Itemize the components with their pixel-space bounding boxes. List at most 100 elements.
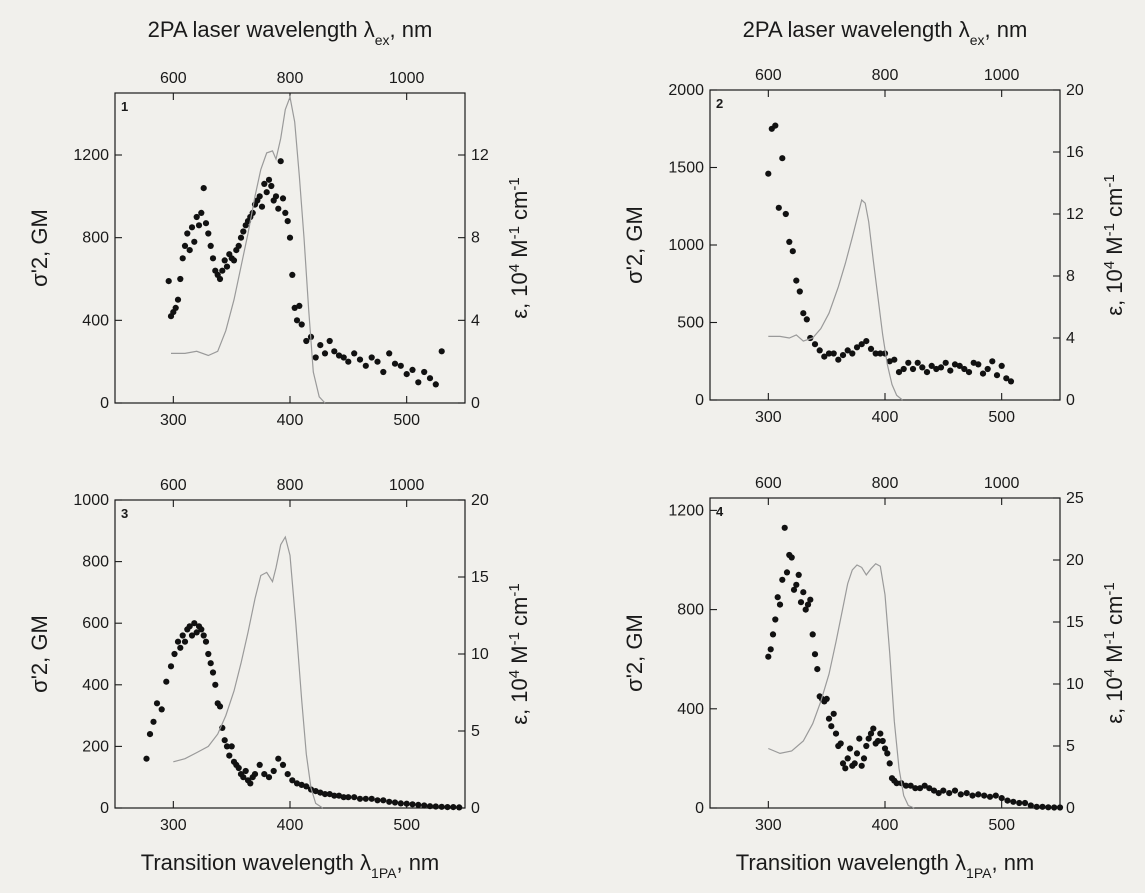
data-point	[809, 631, 816, 638]
data-point	[177, 644, 184, 651]
data-point	[293, 780, 301, 787]
data-point	[146, 731, 154, 738]
right-axis-label: ε, 104 M-1 cm-1	[1101, 582, 1128, 723]
data-point	[235, 242, 242, 249]
data-point	[900, 365, 907, 373]
data-point	[1027, 802, 1034, 809]
data-point	[856, 735, 863, 742]
data-point	[830, 710, 837, 717]
left-tick-label: 1200	[73, 147, 109, 164]
data-point	[261, 771, 268, 778]
data-point	[839, 760, 847, 767]
data-point	[895, 369, 903, 376]
bottom-tick-label: 400	[872, 409, 899, 426]
data-point	[844, 347, 851, 354]
top-axis-title-right: 2PA laser wavelength λex, nm	[743, 17, 1028, 48]
data-point	[403, 800, 410, 807]
data-point	[351, 794, 358, 801]
data-point	[181, 638, 189, 645]
data-point	[909, 365, 917, 373]
data-point	[345, 794, 352, 801]
data-point	[432, 381, 439, 388]
data-point	[223, 743, 231, 750]
right-tick-label: 20	[1066, 552, 1084, 569]
absorption-line	[173, 535, 324, 809]
data-point	[1039, 803, 1046, 810]
right-tick-label: 0	[1066, 800, 1075, 817]
bottom-tick-label: 500	[393, 817, 420, 834]
data-point	[219, 267, 226, 274]
data-point	[450, 804, 457, 811]
data-point	[186, 247, 193, 254]
data-point	[421, 802, 428, 809]
bottom-tick-label: 300	[160, 817, 187, 834]
data-point	[265, 774, 273, 781]
data-point	[984, 365, 991, 373]
data-point	[247, 780, 254, 787]
data-point	[877, 350, 884, 357]
data-point	[270, 767, 277, 775]
data-point	[957, 791, 964, 798]
data-point	[907, 782, 914, 789]
data-point	[807, 596, 814, 603]
top-tick-label: 600	[160, 477, 187, 494]
left-tick-label: 800	[82, 230, 109, 247]
data-point	[303, 783, 310, 790]
data-point	[335, 792, 343, 799]
data-point	[842, 765, 849, 772]
data-point	[331, 792, 338, 799]
data-point	[277, 158, 284, 165]
data-point	[789, 248, 796, 255]
data-point	[456, 804, 463, 811]
bottom-tick-label: 300	[160, 412, 187, 429]
data-point	[191, 238, 198, 245]
data-point	[261, 180, 268, 187]
data-point	[251, 771, 259, 778]
data-point	[804, 601, 812, 608]
data-point	[846, 745, 854, 752]
data-point	[863, 338, 870, 345]
left-tick-label: 200	[82, 738, 109, 755]
right-tick-label: 5	[471, 723, 480, 740]
data-point	[409, 801, 416, 808]
data-point	[438, 348, 445, 355]
data-point	[321, 350, 329, 357]
data-point	[776, 601, 784, 608]
data-point	[143, 755, 150, 762]
data-point	[172, 304, 179, 311]
data-point	[800, 589, 807, 596]
data-point	[765, 653, 772, 660]
data-point	[165, 278, 172, 285]
data-point	[849, 350, 856, 357]
right-tick-label: 5	[1066, 738, 1075, 755]
data-point	[421, 368, 428, 376]
data-point	[851, 760, 858, 767]
data-point	[279, 761, 287, 769]
data-point	[779, 576, 786, 583]
data-point	[293, 317, 301, 324]
right-tick-label: 4	[1066, 330, 1075, 347]
data-point	[802, 606, 809, 613]
right-tick-label: 10	[1066, 676, 1084, 693]
panel-3: 300 400 500 600 800 1000 0 200 400 600 800 1000 0 5 10…	[27, 477, 532, 834]
data-point	[340, 354, 347, 361]
left-tick-label: 400	[82, 312, 109, 329]
data-point	[786, 238, 793, 245]
data-point	[853, 344, 861, 351]
data-point	[979, 370, 987, 377]
left-tick-label: 1200	[668, 502, 704, 519]
right-tick-label: 20	[471, 492, 489, 509]
data-point	[803, 316, 810, 323]
bottom-tick-label: 500	[393, 412, 420, 429]
data-point	[386, 798, 393, 805]
data-point	[858, 762, 865, 769]
data-point	[207, 242, 214, 249]
data-point	[368, 354, 375, 361]
data-point	[397, 800, 404, 807]
top-tick-label: 800	[872, 67, 899, 84]
data-point	[226, 752, 233, 759]
data-point	[1003, 375, 1010, 382]
data-point	[877, 730, 884, 737]
top-tick-label: 600	[755, 475, 782, 492]
